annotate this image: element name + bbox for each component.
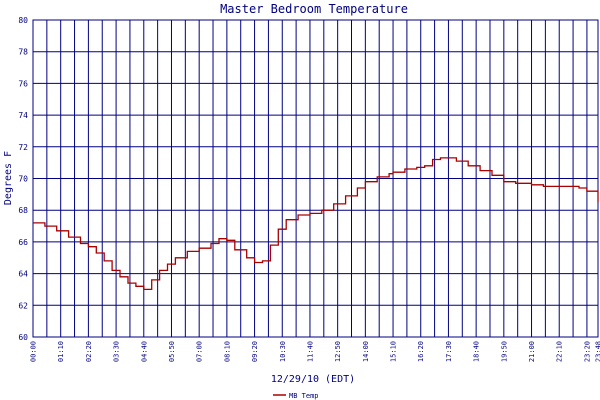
x-tick-label: 10:30: [279, 341, 287, 362]
x-tick-label: 15:10: [390, 341, 398, 362]
y-tick-label: 60: [18, 333, 28, 342]
x-tick-label: 23:48: [595, 341, 600, 362]
y-axis-label: Degrees F: [3, 151, 14, 205]
y-tick-label: 76: [18, 79, 28, 88]
x-tick-label: 23:20: [583, 341, 591, 362]
x-tick-label: 19:50: [500, 341, 508, 362]
chart-title: Master Bedroom Temperature: [220, 2, 408, 16]
x-axis-label: 12/29/10 (EDT): [271, 374, 355, 385]
x-tick-label: 07:00: [196, 341, 204, 362]
x-tick-label: 00:00: [30, 341, 38, 362]
y-tick-label: 62: [18, 301, 28, 310]
x-tick-label: 12:50: [334, 341, 342, 362]
series-line-mb-temp: [33, 157, 599, 291]
x-tick-label: 18:40: [473, 341, 481, 362]
x-tick-label: 09:20: [251, 341, 259, 362]
x-tick-label: 14:00: [362, 341, 370, 362]
x-tick-label: 08:10: [223, 341, 231, 362]
x-axis-ticks: 00:00 01:10 02:20 03:30 04:40 05:50 07:00 08:10…: [30, 341, 600, 362]
legend: MB Temp: [273, 392, 319, 400]
x-tick-label: 02:20: [85, 341, 93, 362]
x-tick-label: 22:10: [556, 341, 564, 362]
x-tick-label: 05:50: [168, 341, 176, 362]
y-tick-label: 74: [18, 111, 28, 120]
y-tick-label: 66: [18, 238, 28, 247]
grid-lines: [32, 19, 599, 338]
y-tick-label: 80: [18, 16, 28, 25]
x-tick-label: 11:40: [306, 341, 314, 362]
y-axis-ticks: 60 62 64 66 68 70 72 74 76 78 80: [18, 16, 28, 342]
x-tick-label: 03:30: [113, 341, 121, 362]
y-tick-label: 78: [18, 48, 28, 57]
y-tick-label: 64: [18, 270, 28, 279]
y-tick-label: 72: [18, 143, 28, 152]
x-tick-label: 04:40: [140, 341, 148, 362]
series-layer: [33, 157, 599, 291]
x-tick-label: 16:20: [417, 341, 425, 362]
x-tick-label: 01:10: [57, 341, 65, 362]
x-tick-label: 17:30: [445, 341, 453, 362]
y-tick-label: 68: [18, 206, 28, 215]
legend-label: MB Temp: [289, 392, 319, 400]
x-tick-label: 21:00: [528, 341, 536, 362]
y-tick-label: 70: [18, 175, 28, 184]
